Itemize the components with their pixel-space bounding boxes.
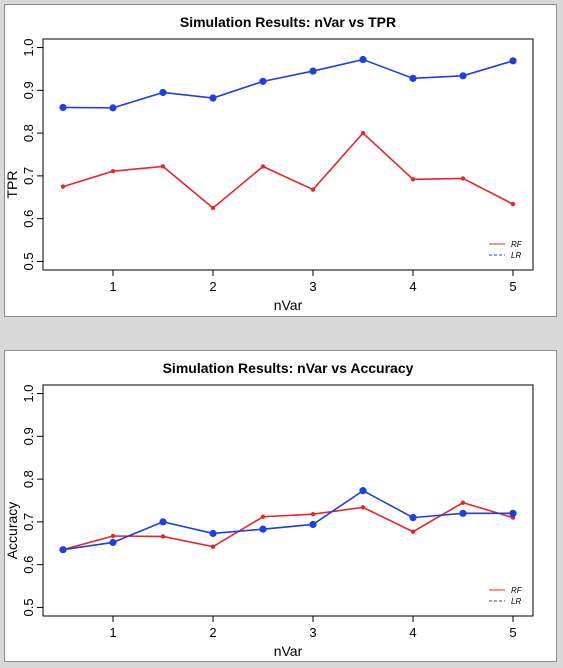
data-point-lr: [259, 525, 267, 533]
x-axis-label: nVar: [274, 297, 303, 313]
data-point-rf: [210, 205, 216, 211]
data-point-rf: [310, 511, 316, 517]
y-axis-label: TPR: [5, 171, 20, 199]
x-axis-label: nVar: [274, 643, 303, 659]
data-point-lr: [259, 77, 267, 85]
data-point-lr: [409, 74, 417, 82]
data-point-rf: [60, 184, 66, 189]
y-tick-label: 0.6: [21, 210, 36, 228]
series-line-lr: [62, 58, 514, 109]
data-point-lr: [309, 520, 317, 529]
data-point-rf: [360, 505, 366, 510]
y-tick-label: 0.9: [21, 81, 36, 99]
chart-title: Simulation Results: nVar vs Accuracy: [163, 360, 414, 376]
data-point-rf: [460, 176, 466, 181]
y-tick-label: 0.7: [21, 513, 36, 531]
data-point-lr: [59, 546, 67, 554]
y-tick-label: 0.7: [21, 167, 36, 185]
legend-label-lr: LR: [511, 251, 521, 260]
x-tick-label: 4: [409, 625, 416, 640]
series-line-rf: [62, 501, 514, 551]
legend-box: [485, 582, 529, 610]
x-tick-label: 2: [209, 625, 216, 640]
y-axis-label: Accuracy: [5, 502, 20, 560]
series-line-rf: [62, 131, 514, 210]
legend-box: [485, 236, 529, 264]
series-line-lr: [62, 489, 513, 551]
legend-label-rf: RF: [511, 240, 523, 249]
data-point-rf: [410, 529, 416, 534]
y-tick-label: 1.0: [21, 39, 36, 57]
x-tick-label: 3: [309, 625, 316, 640]
data-point-rf: [360, 130, 366, 136]
data-point-lr: [459, 509, 467, 517]
chart-title: Simulation Results: nVar vs TPR: [180, 14, 396, 30]
data-point-rf: [160, 164, 166, 169]
data-point-rf: [260, 164, 266, 169]
x-tick-label: 5: [509, 279, 516, 294]
tpr-chart: Simulation Results: nVar vs TPR 1 2 3 4 5 0.5 0…: [5, 14, 534, 313]
y-tick-label: 1.0: [21, 385, 36, 403]
data-point-lr: [459, 72, 467, 80]
y-tick-label: 0.5: [21, 252, 36, 270]
data-point-lr: [109, 538, 117, 547]
data-point-rf: [110, 533, 116, 539]
x-tick-label: 4: [409, 279, 416, 294]
data-point-rf: [260, 514, 266, 519]
data-point-lr: [209, 94, 217, 102]
data-point-lr: [109, 104, 117, 112]
data-point-rf: [210, 544, 216, 549]
data-point-lr: [359, 487, 367, 495]
data-point-lr: [59, 103, 67, 112]
data-point-rf: [460, 500, 466, 505]
y-tick-label: 0.5: [21, 598, 36, 616]
x-tick-label: 5: [509, 625, 516, 640]
data-point-lr: [159, 518, 167, 526]
data-point-rf: [110, 168, 116, 174]
y-tick-label: 0.9: [21, 427, 36, 445]
x-tick-label: 2: [209, 279, 216, 294]
data-point-lr: [409, 514, 417, 522]
x-tick-label: 3: [309, 279, 316, 294]
data-point-rf: [310, 187, 316, 192]
data-point-lr: [209, 529, 217, 538]
accuracy-chart-panel: Simulation Results: nVar vs Accuracy 1 2 3 4…: [4, 350, 557, 662]
data-point-lr: [309, 67, 317, 75]
data-point-rf: [510, 201, 516, 207]
plot-frame: [42, 384, 534, 617]
data-point-lr: [159, 88, 167, 97]
data-point-rf: [410, 177, 416, 182]
data-point-lr: [509, 57, 517, 65]
accuracy-chart: Simulation Results: nVar vs Accuracy 1 2 3 4…: [5, 360, 534, 659]
x-tick-label: 1: [109, 625, 116, 640]
data-point-lr: [359, 55, 367, 64]
data-point-lr: [509, 509, 517, 517]
data-point-rf: [160, 534, 166, 539]
tpr-chart-panel: Simulation Results: nVar vs TPR 1 2 3 4 5 0.5 0…: [4, 4, 557, 317]
legend-label-lr: LR: [511, 597, 521, 606]
y-tick-label: 0.8: [21, 124, 36, 142]
x-tick-label: 1: [109, 279, 116, 294]
y-tick-label: 0.6: [21, 556, 36, 574]
y-tick-label: 0.8: [21, 470, 36, 488]
legend-label-rf: RF: [511, 586, 523, 595]
plot-frame: [42, 38, 534, 271]
